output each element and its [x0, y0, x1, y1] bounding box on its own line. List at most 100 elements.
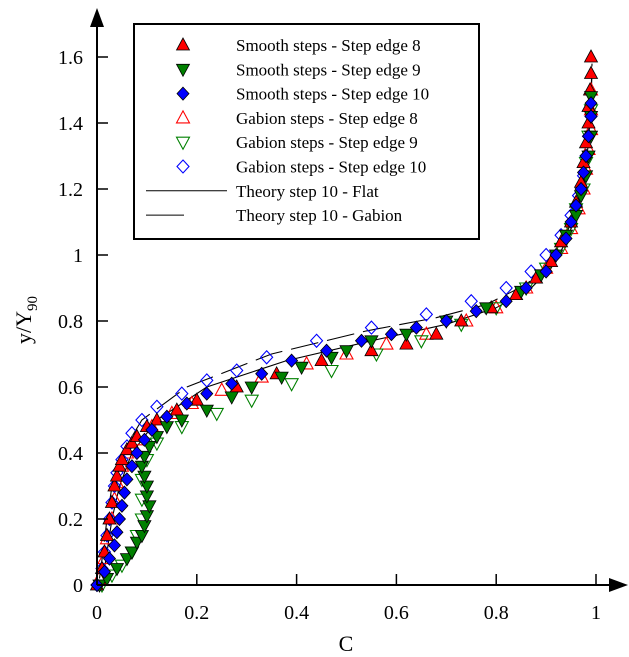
legend-label: Gabion steps - Step edge 10 [236, 158, 426, 177]
data-point [130, 445, 144, 461]
y-tick-label: 0.6 [58, 377, 83, 399]
data-point [499, 294, 513, 309]
data-point [114, 451, 130, 466]
data-point [189, 392, 204, 406]
data-point [576, 165, 591, 180]
data-point [454, 313, 469, 327]
data-point [107, 478, 122, 494]
data-point [102, 511, 117, 527]
data-point [399, 328, 414, 343]
data-point [137, 520, 152, 534]
data-point [539, 264, 553, 279]
y-axis-label-sub: 90 [25, 296, 41, 311]
data-point [225, 376, 239, 391]
data-point [579, 148, 593, 164]
x-tick-label: 0.8 [484, 602, 509, 624]
data-point [339, 345, 354, 359]
legend-item: Theory step 10 - Gabion [146, 206, 403, 225]
data-point [574, 181, 588, 197]
data-point [112, 511, 126, 527]
legend-box [133, 23, 480, 240]
data-point [174, 414, 190, 428]
data-point [109, 468, 125, 482]
series-2 [90, 96, 598, 593]
data-point [175, 386, 189, 401]
data-point [324, 364, 339, 379]
data-point [319, 343, 334, 358]
data-point [439, 313, 453, 329]
data-point [583, 65, 599, 79]
y-tick-label: 1 [73, 245, 83, 267]
data-point [244, 394, 260, 409]
data-point [255, 366, 269, 381]
data-point [244, 381, 259, 395]
data-point [314, 352, 329, 367]
data-point [259, 349, 274, 365]
legend-item: Smooth steps - Step edge 9 [175, 60, 421, 79]
x-tick-label: 0.4 [284, 602, 309, 624]
legend: Smooth steps - Step edge 8 Smooth steps -… [133, 23, 480, 240]
data-point [469, 304, 483, 319]
data-point [581, 129, 596, 144]
legend-label: Smooth steps - Step edge 8 [236, 36, 421, 55]
data-point [224, 391, 239, 405]
x-axis-label: C [339, 631, 354, 656]
data-point [107, 478, 122, 492]
data-point [524, 264, 538, 279]
data-point [134, 460, 150, 475]
data-point [429, 326, 444, 340]
y-tick-label: 0 [73, 575, 83, 597]
data-point [145, 422, 159, 437]
y-tick-label: 1.6 [58, 47, 83, 69]
data-point [169, 402, 185, 416]
legend-label: Theory step 10 - Flat [236, 182, 379, 201]
legend-swatch [175, 136, 191, 151]
data-point [419, 307, 434, 322]
data-point [139, 510, 155, 524]
legend-item: Gabion steps - Step edge 8 [175, 109, 418, 128]
legend-swatch [176, 86, 190, 101]
legend-swatch [175, 63, 191, 78]
data-point [384, 327, 398, 342]
data-point [364, 335, 379, 349]
legend-swatch [175, 37, 191, 51]
data-point [150, 399, 164, 415]
data-point [112, 458, 127, 472]
data-point [137, 432, 151, 447]
data-point [209, 407, 225, 422]
data-point [569, 198, 583, 213]
data-point [464, 293, 478, 309]
data-point [364, 342, 379, 357]
legend-label: Theory step 10 - Gabion [236, 206, 403, 225]
data-point [110, 525, 124, 540]
data-point [102, 551, 117, 566]
y-tick-label: 0.4 [58, 443, 83, 465]
x-axis-arrow [609, 578, 628, 592]
data-point [200, 386, 214, 401]
data-point [117, 485, 131, 500]
data-point [180, 396, 194, 411]
legend-item: Gabion steps - Step edge 10 [176, 158, 426, 177]
data-point [135, 412, 149, 428]
data-point [584, 109, 598, 124]
data-point [559, 231, 573, 246]
legend-item: Gabion steps - Step edge 9 [175, 133, 418, 152]
data-point [160, 409, 174, 424]
y-axis-label-main: y/Y [11, 311, 36, 344]
data-point [137, 470, 152, 484]
data-point [364, 320, 379, 335]
data-point [119, 441, 135, 456]
y-axis-arrow [90, 8, 104, 27]
data-point [120, 472, 134, 487]
legend-item: Smooth steps - Step edge 10 [176, 85, 429, 104]
data-point [104, 494, 120, 508]
data-point [309, 333, 324, 349]
data-point [584, 96, 598, 111]
data-point [543, 253, 559, 268]
data-point [100, 528, 114, 543]
y-axis-label: y/Y90 [11, 296, 41, 344]
data-point [125, 459, 139, 474]
data-points [89, 49, 599, 594]
data-point [124, 435, 140, 449]
